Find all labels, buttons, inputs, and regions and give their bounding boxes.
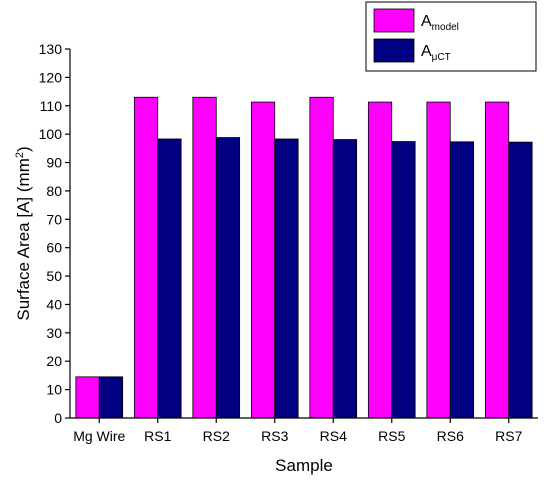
bar-rs7-uct bbox=[508, 141, 533, 419]
x-tick-label-mg-wire: Mg Wire bbox=[73, 428, 125, 444]
legend-label-uct: AμCT bbox=[421, 43, 451, 63]
legend-item-uct: AμCT bbox=[373, 38, 451, 63]
y-tick-label-70: 70 bbox=[46, 211, 62, 227]
bar-rs4-model bbox=[309, 96, 334, 419]
y-tick-label-120: 120 bbox=[39, 69, 63, 85]
x-tick-label-rs2: RS2 bbox=[203, 428, 230, 444]
y-tick-label-50: 50 bbox=[46, 268, 62, 284]
y-axis-title-end: ) bbox=[14, 146, 33, 152]
y-tick-label-20: 20 bbox=[46, 353, 62, 369]
bar-rs5-uct bbox=[391, 141, 416, 419]
x-axis-title: Sample bbox=[275, 456, 333, 475]
bar-rs2-model bbox=[192, 96, 217, 419]
y-tick-label-110: 110 bbox=[40, 98, 63, 114]
y-tick-label-90: 90 bbox=[46, 155, 62, 171]
bar-rs2-uct bbox=[215, 137, 241, 419]
y-axis-title-main: Surface Area [A] (mm bbox=[14, 158, 33, 321]
axes-group bbox=[69, 49, 538, 419]
legend-item-model: Amodel bbox=[373, 8, 459, 33]
legend-label-uct-main: A bbox=[421, 43, 432, 60]
legend: Amodel AμCT bbox=[365, 1, 537, 72]
legend-swatch-model bbox=[373, 8, 415, 33]
x-tick-label-rs6: RS6 bbox=[437, 428, 464, 444]
bars-group bbox=[75, 96, 533, 419]
legend-label-model-subscript: model bbox=[432, 22, 459, 33]
y-tick-label-30: 30 bbox=[46, 325, 62, 341]
bar-rs5-model bbox=[367, 101, 393, 419]
y-tick-label-10: 10 bbox=[46, 382, 62, 398]
bar-rs4-uct bbox=[332, 139, 358, 419]
x-tick-label-rs4: RS4 bbox=[320, 428, 347, 444]
x-tick-label-rs1: RS1 bbox=[144, 428, 171, 444]
bar-rs3-uct bbox=[274, 138, 299, 419]
y-tick-label-60: 60 bbox=[46, 240, 62, 256]
x-tick-label-rs5: RS5 bbox=[378, 428, 405, 444]
bar-rs1-model bbox=[133, 96, 159, 419]
legend-label-model: Amodel bbox=[421, 13, 459, 33]
bar-mg-wire-uct bbox=[98, 376, 124, 419]
y-axis-title: Surface Area [A] (mm2) bbox=[14, 146, 33, 320]
bar-rs7-model bbox=[484, 101, 510, 419]
y-tick-label-80: 80 bbox=[46, 183, 62, 199]
legend-swatch-uct bbox=[373, 38, 415, 63]
y-tick-label-0: 0 bbox=[54, 410, 62, 426]
y-tick-label-40: 40 bbox=[46, 296, 62, 312]
y-axis-title-superscript: 2 bbox=[14, 152, 26, 158]
y-tick-label-100: 100 bbox=[39, 126, 63, 142]
bar-rs6-uct bbox=[449, 141, 475, 419]
bar-mg-wire-model bbox=[75, 376, 100, 419]
x-ticks-group: Mg Wire RS1 RS2 RS3 RS4 RS5 RS6 RS7 bbox=[73, 418, 523, 444]
y-ticks-group: 0 10 20 30 40 50 60 70 80 90 100 110 120 130 bbox=[39, 41, 70, 426]
legend-label-uct-subscript: μCT bbox=[432, 52, 451, 63]
bar-rs1-uct bbox=[157, 138, 182, 419]
x-tick-label-rs7: RS7 bbox=[495, 428, 522, 444]
bar-rs6-model bbox=[426, 101, 451, 419]
x-tick-label-rs3: RS3 bbox=[261, 428, 288, 444]
bar-rs3-model bbox=[250, 101, 276, 419]
y-tick-label-130: 130 bbox=[39, 41, 63, 57]
legend-label-model-main: A bbox=[421, 13, 432, 30]
